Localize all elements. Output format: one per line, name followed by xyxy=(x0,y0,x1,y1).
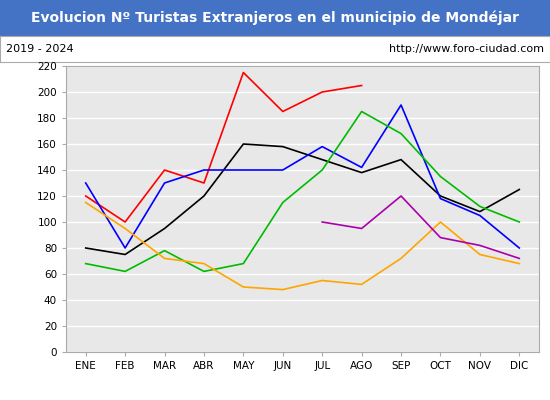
Text: 2019 - 2024: 2019 - 2024 xyxy=(6,44,73,54)
Text: Evolucion Nº Turistas Extranjeros en el municipio de Mondéjar: Evolucion Nº Turistas Extranjeros en el … xyxy=(31,11,519,25)
Text: http://www.foro-ciudad.com: http://www.foro-ciudad.com xyxy=(389,44,544,54)
